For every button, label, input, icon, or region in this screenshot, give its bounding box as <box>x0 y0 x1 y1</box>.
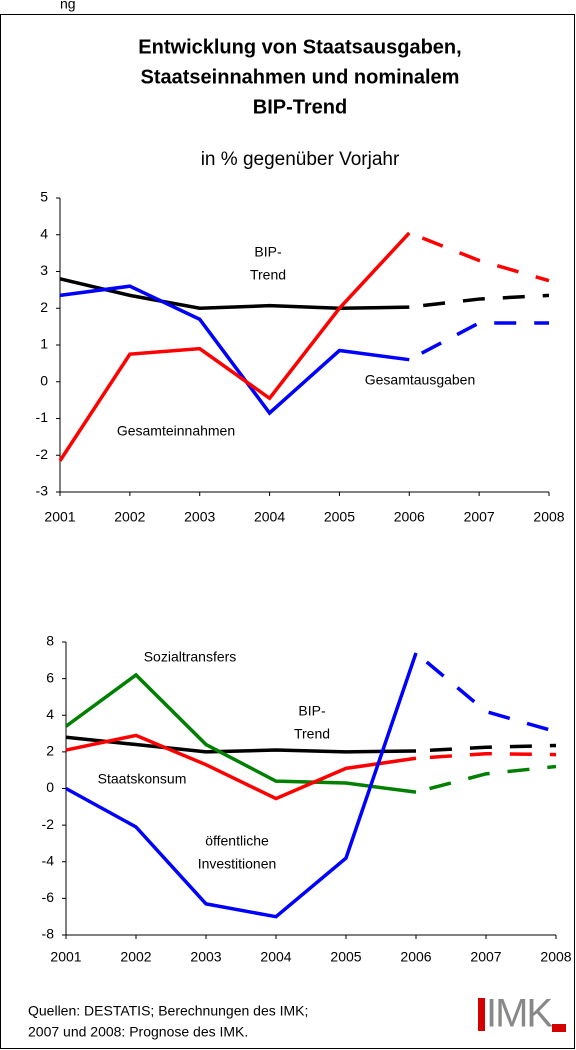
x-tick-label: 2006 <box>394 509 425 525</box>
line <box>58 231 411 462</box>
line <box>64 672 417 794</box>
y-tick-label: 3 <box>40 262 48 278</box>
series-label: Investitionen <box>198 856 277 872</box>
chart-title: Entwicklung von Staatsausgaben, <box>138 36 461 58</box>
x-tick-label: 2008 <box>540 949 571 965</box>
forecast-line <box>414 651 557 734</box>
y-tick-label: 1 <box>40 336 48 352</box>
y-tick-label: 6 <box>46 669 54 685</box>
forecast-line <box>408 321 549 362</box>
chart-title: Staatseinnahmen und nominalem <box>141 66 460 88</box>
forecast-line <box>415 764 557 794</box>
series-label: Gesamtausgaben <box>365 372 476 388</box>
y-tick-label: 8 <box>46 633 54 649</box>
y-tick-label: 0 <box>46 779 54 795</box>
line <box>65 735 417 754</box>
forecast-line <box>408 231 550 283</box>
y-tick-label: 4 <box>46 706 54 722</box>
y-tick-label: 5 <box>40 189 48 205</box>
x-tick-label: 2001 <box>50 949 81 965</box>
y-tick-label: -2 <box>36 446 49 462</box>
y-tick-label: -6 <box>42 889 55 905</box>
forecast-line <box>409 293 550 309</box>
x-tick-label: 2007 <box>464 509 495 525</box>
forecast-line <box>415 751 557 761</box>
forecast-line <box>415 743 557 753</box>
x-tick-label: 2005 <box>330 949 361 965</box>
series-label: Trend <box>250 267 286 283</box>
series-label: öffentliche <box>205 833 269 849</box>
line <box>59 284 410 416</box>
line <box>65 733 417 801</box>
chart-subtitle: in % gegenüber Vorjahr <box>201 149 400 170</box>
x-tick-label: 2005 <box>324 509 355 525</box>
source-line: Quellen: DESTATIS; Berechnungen des IMK; <box>28 1003 308 1019</box>
y-tick-label: 2 <box>46 743 54 759</box>
logo-bar <box>478 998 485 1031</box>
y-tick-label: -3 <box>36 483 49 499</box>
x-tick-label: 2008 <box>533 509 564 525</box>
series-label: BIP- <box>298 703 326 719</box>
line <box>65 652 418 919</box>
x-tick-label: 2002 <box>120 949 151 965</box>
series-label: Staatskonsum <box>98 771 187 787</box>
y-tick-label: 4 <box>40 225 48 241</box>
x-tick-label: 2002 <box>114 509 145 525</box>
x-tick-label: 2003 <box>184 509 215 525</box>
source-line: 2007 und 2008: Prognose des IMK. <box>28 1024 248 1040</box>
y-tick-label: -1 <box>36 409 49 425</box>
series-label: Gesamteinnahmen <box>117 423 235 439</box>
y-tick-label: -2 <box>42 816 55 832</box>
y-tick-label: -4 <box>42 852 55 868</box>
y-tick-label: 2 <box>40 299 48 315</box>
chart-title: BIP-Trend <box>253 96 347 118</box>
frame <box>0 14 575 1049</box>
x-tick-label: 2001 <box>44 509 75 525</box>
x-tick-label: 2004 <box>254 509 285 525</box>
series-label: Trend <box>294 726 330 742</box>
x-tick-label: 2004 <box>260 949 291 965</box>
line <box>59 277 410 311</box>
y-tick-label: -8 <box>42 926 55 942</box>
logo-dot <box>552 1024 566 1032</box>
series-label: Sozialtransfers <box>144 649 237 665</box>
x-tick-label: 2003 <box>190 949 221 965</box>
x-tick-label: 2006 <box>400 949 431 965</box>
header-fragment: ng <box>60 0 76 12</box>
x-tick-label: 2007 <box>470 949 501 965</box>
y-tick-label: 0 <box>40 372 48 388</box>
logo: IMK <box>486 992 553 1036</box>
series-label: BIP- <box>254 244 282 260</box>
